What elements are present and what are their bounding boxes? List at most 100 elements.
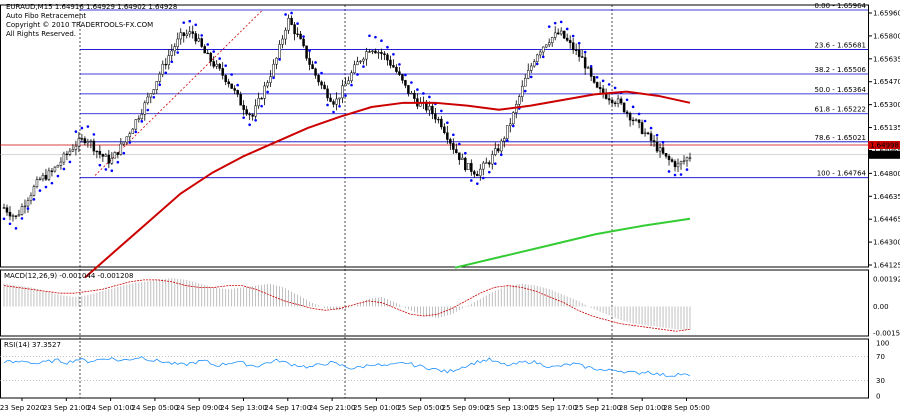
candle-body bbox=[281, 38, 284, 45]
candle-body bbox=[461, 157, 464, 160]
rsi-tick-label: 70 bbox=[876, 353, 885, 361]
candle-body bbox=[610, 99, 614, 104]
candle-body bbox=[164, 63, 168, 66]
candle-body bbox=[296, 33, 299, 35]
candle-body bbox=[29, 195, 33, 201]
candle-body bbox=[152, 89, 156, 94]
candle-body bbox=[365, 51, 368, 60]
candle-body bbox=[613, 102, 617, 104]
psar-dot bbox=[38, 189, 42, 192]
candle-body bbox=[359, 60, 362, 63]
candle-body bbox=[479, 168, 482, 177]
candle-body bbox=[113, 152, 117, 159]
psar-dot bbox=[86, 125, 90, 128]
candle-body bbox=[649, 133, 653, 141]
psar-dot bbox=[206, 43, 210, 46]
candle-body bbox=[497, 148, 500, 152]
candle-body bbox=[544, 44, 548, 48]
time-tick-label: 24 Sep 05:00 bbox=[132, 404, 179, 412]
candle-body bbox=[14, 215, 18, 217]
candle-body bbox=[625, 111, 629, 114]
psar-dot bbox=[404, 73, 407, 77]
psar-dot bbox=[523, 89, 527, 93]
psar-dot bbox=[613, 86, 617, 90]
psar-dot bbox=[344, 94, 347, 97]
candle-body bbox=[176, 38, 179, 47]
time-tick-label: 23 Sep 21:00 bbox=[43, 404, 90, 412]
candle-body bbox=[236, 90, 239, 95]
time-tick-label: 28 Sep 05:00 bbox=[663, 404, 710, 412]
psar-dot bbox=[296, 22, 299, 25]
symbol-info: EURAUD,M15 1.64916 1.64929 1.64902 1.649… bbox=[6, 3, 178, 11]
candle-body bbox=[110, 157, 114, 164]
psar-dot bbox=[230, 73, 233, 76]
psar-dot bbox=[182, 21, 186, 24]
candle-body bbox=[197, 38, 200, 42]
time-tick-label: 25 Sep 05:00 bbox=[397, 404, 444, 412]
psar-dot bbox=[559, 20, 563, 24]
candle-body bbox=[251, 114, 254, 117]
candle-body bbox=[95, 150, 99, 153]
candle-body bbox=[562, 30, 566, 39]
psar-dot bbox=[356, 73, 359, 76]
psar-dot bbox=[487, 170, 491, 174]
psar-dot bbox=[625, 98, 629, 102]
price-tick-label: 1.64800 bbox=[873, 170, 900, 178]
psar-dot bbox=[284, 13, 287, 16]
psar-dots bbox=[2, 11, 689, 230]
indicator-name: Auto Fibo Retracement bbox=[6, 12, 87, 20]
candle-body bbox=[230, 83, 233, 89]
candle-body bbox=[491, 154, 494, 165]
candle-body bbox=[386, 54, 389, 61]
candle-body bbox=[209, 52, 212, 62]
candle-body bbox=[101, 154, 105, 157]
candle-body bbox=[83, 138, 87, 144]
last-price-label: 1.64928 bbox=[870, 151, 899, 159]
candle-body bbox=[137, 118, 141, 120]
price-tick-label: 1.65135 bbox=[873, 124, 900, 132]
psar-dot bbox=[122, 151, 126, 155]
candle-body bbox=[305, 45, 308, 59]
psar-dot bbox=[655, 133, 659, 137]
candle-body bbox=[308, 58, 311, 65]
candle-body bbox=[179, 32, 182, 40]
psar-dot bbox=[218, 57, 221, 60]
psar-dot bbox=[314, 61, 317, 64]
price-tick-label: 1.65470 bbox=[873, 78, 900, 86]
psar-dot bbox=[50, 181, 54, 185]
candle-body bbox=[452, 143, 455, 150]
psar-dot bbox=[679, 173, 683, 176]
psar-dot bbox=[571, 34, 575, 38]
psar-dot bbox=[368, 34, 371, 38]
candle-body bbox=[248, 113, 251, 116]
psar-dot bbox=[278, 58, 281, 61]
psar-dot bbox=[326, 103, 329, 107]
candle-body bbox=[664, 153, 668, 157]
psar-dot bbox=[482, 176, 485, 180]
candle-body bbox=[437, 118, 440, 121]
candle-body bbox=[553, 32, 557, 38]
psar-dot bbox=[464, 151, 467, 155]
psar-dot bbox=[116, 160, 120, 164]
psar-dot bbox=[26, 207, 30, 210]
candle-body bbox=[682, 160, 686, 162]
candle-body bbox=[98, 151, 102, 155]
psar-dot bbox=[254, 118, 257, 122]
psar-dot bbox=[380, 39, 383, 43]
psar-dot bbox=[32, 198, 36, 201]
candle-body bbox=[302, 38, 305, 47]
candle-body bbox=[221, 68, 224, 76]
psar-dot bbox=[152, 95, 156, 99]
time-tick-label: 25 Sep 21:00 bbox=[575, 404, 622, 412]
time-tick-label: 24 Sep 17:00 bbox=[264, 404, 311, 412]
candle-body bbox=[20, 206, 24, 215]
candle-body bbox=[371, 50, 374, 53]
candle-body bbox=[314, 68, 317, 76]
candle-body bbox=[673, 161, 677, 168]
psar-dot bbox=[505, 139, 509, 142]
candle-body bbox=[679, 161, 683, 165]
psar-dot bbox=[320, 71, 323, 75]
price-tick-label: 1.65800 bbox=[873, 32, 900, 40]
candle-body bbox=[242, 105, 245, 110]
